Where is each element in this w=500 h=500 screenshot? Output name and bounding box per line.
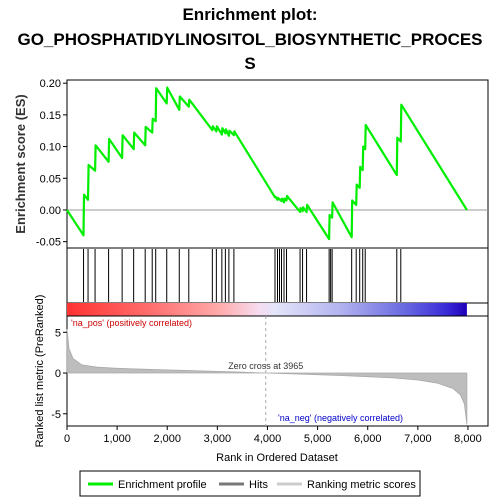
x-tick-label: 0 [64, 433, 70, 445]
x-axis-label: Rank in Ordered Dataset [216, 452, 338, 464]
x-tick-label: 7,000 [404, 433, 432, 445]
enrichment-profile-line [66, 86, 468, 241]
es-y-tick-label: 0.00 [40, 205, 61, 217]
metric-y-tick-label: 5 [55, 327, 61, 339]
es-y-tick-label: 0.20 [40, 78, 61, 90]
rank-color-bar [67, 303, 467, 316]
chart-title-line2: GO_PHOSPHATIDYLINOSITOL_BIOSYNTHETIC_PRO… [17, 30, 482, 49]
legend-label-ranking-metric: Ranking metric scores [307, 479, 416, 491]
x-tick-label: 5,000 [304, 433, 332, 445]
zero-cross-label: Zero cross at 3965 [228, 361, 303, 371]
es-panel-frame [66, 79, 489, 249]
x-tick-label: 6,000 [354, 433, 382, 445]
legend-label-hits: Hits [249, 479, 268, 491]
legend-frame [79, 470, 421, 497]
metric-y-tick-label: 0 [55, 368, 61, 380]
x-axis-ticks: 0 1,000 2,000 3,000 4,000 5,000 6,000 7,000 8,00… [64, 426, 482, 445]
chart-title-line3: S [244, 54, 255, 73]
x-tick-label: 3,000 [204, 433, 232, 445]
chart-title-line1: Enrichment plot: [182, 5, 317, 24]
legend-label-enrichment-profile: Enrichment profile [118, 479, 207, 491]
x-tick-label: 2,000 [153, 433, 181, 445]
x-tick-label: 1,000 [103, 433, 131, 445]
enrichment-profile-polyline [66, 86, 468, 241]
es-y-tick-label: 0.15 [40, 110, 61, 122]
es-y-ticks: -0.05 0.00 0.05 0.10 0.15 0.20 [36, 78, 67, 249]
ranking-metric-area [66, 328, 468, 425]
metric-y-ticks: -5 0 5 [51, 327, 67, 421]
positive-correlation-label: 'na_pos' (positively correlated) [71, 318, 192, 328]
x-tick-label: 8,000 [454, 433, 482, 445]
es-y-tick-label: -0.05 [36, 237, 61, 249]
metric-y-axis-label: Ranked list metric (PreRanked) [34, 295, 46, 448]
x-tick-label: 4,000 [254, 433, 282, 445]
negative-correlation-label: 'na_neg' (negatively correlated) [278, 413, 403, 423]
es-y-tick-label: 0.05 [40, 173, 61, 185]
metric-y-tick-label: -5 [51, 409, 61, 421]
ranking-metric-fill [66, 328, 468, 425]
hit-marks [83, 249, 402, 302]
es-y-axis-label: Enrichment score (ES) [13, 94, 28, 233]
es-y-tick-label: 0.10 [40, 142, 61, 154]
